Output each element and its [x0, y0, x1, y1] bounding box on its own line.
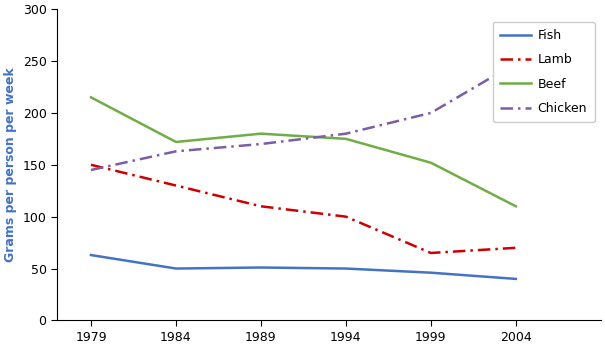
Y-axis label: Grams per person per week: Grams per person per week	[4, 68, 17, 262]
Legend: Fish, Lamb, Beef, Chicken: Fish, Lamb, Beef, Chicken	[492, 22, 595, 122]
